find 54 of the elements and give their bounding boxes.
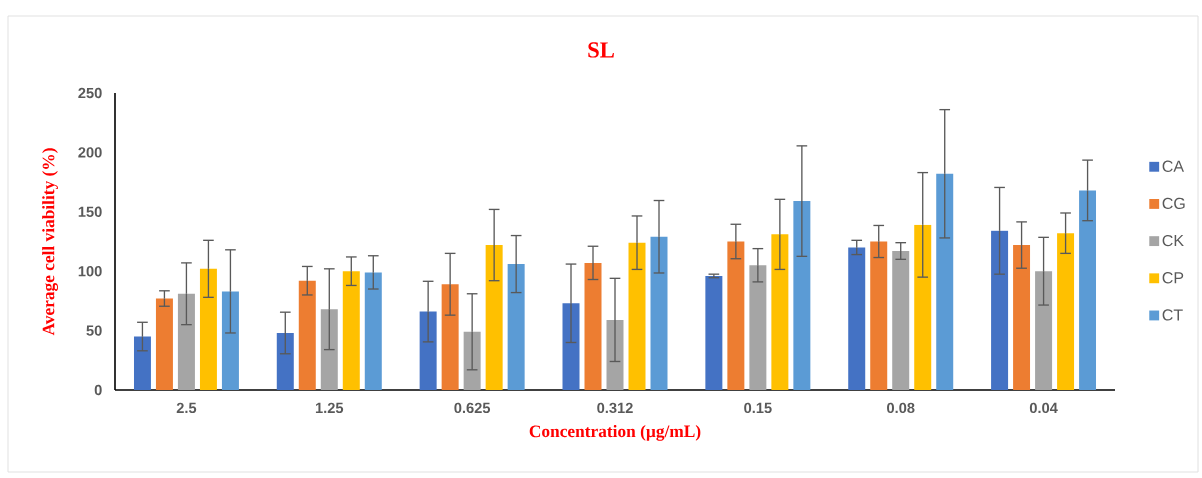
bar: [199, 268, 217, 390]
bar: [650, 236, 668, 390]
bar: [320, 309, 338, 390]
x-tick-label: 0.04: [1029, 402, 1058, 414]
bar: [892, 251, 910, 390]
bar: [155, 298, 173, 390]
bar: [749, 265, 767, 390]
y-tick-label: 100: [78, 266, 102, 277]
chart-title: SL: [588, 42, 614, 58]
bar: [419, 311, 437, 390]
legend-label: CP: [1162, 272, 1184, 284]
bar: [276, 332, 294, 390]
bar: [364, 272, 382, 390]
bar: [870, 241, 888, 390]
bar: [133, 336, 151, 390]
bar: [1057, 233, 1075, 390]
bar: [507, 264, 525, 390]
bar: [298, 280, 316, 390]
bar: [342, 271, 360, 390]
legend-label: CT: [1162, 309, 1183, 321]
bar: [177, 293, 195, 390]
bar: [584, 262, 602, 390]
bar: [914, 224, 932, 390]
bar: [848, 247, 866, 390]
legend-label: CG: [1162, 197, 1185, 210]
y-axis-title: Average cell viability (%): [42, 148, 58, 336]
bar: [771, 234, 789, 390]
x-tick-label: 1.25: [315, 402, 344, 414]
bar: [485, 245, 503, 390]
bar: [936, 173, 954, 390]
x-tick-label: 0.312: [597, 402, 633, 414]
bar: [221, 291, 239, 390]
y-tick-label: 200: [78, 147, 102, 158]
bar: [441, 284, 459, 390]
y-tick-label: 0: [94, 384, 102, 396]
legend-label: CA: [1162, 160, 1184, 172]
legend-label: CK: [1162, 234, 1184, 247]
bar: [793, 201, 811, 390]
y-tick-label: 50: [86, 325, 102, 336]
bar: [1079, 190, 1097, 390]
bar: [705, 275, 723, 390]
x-tick-label: 0.625: [454, 402, 491, 414]
bar: [628, 242, 646, 390]
y-tick-label: 150: [78, 206, 102, 217]
x-axis-title: Concentration (µg/mL): [529, 424, 701, 441]
y-tick-label: 250: [78, 87, 102, 99]
x-tick-label: 2.5: [176, 402, 197, 414]
bar: [727, 241, 745, 390]
x-tick-label: 0.15: [744, 402, 772, 414]
bar: [1013, 245, 1031, 390]
bar: [562, 303, 580, 390]
bar: [1035, 271, 1053, 390]
x-tick-label: 0.08: [887, 402, 915, 414]
bar: [991, 230, 1009, 390]
